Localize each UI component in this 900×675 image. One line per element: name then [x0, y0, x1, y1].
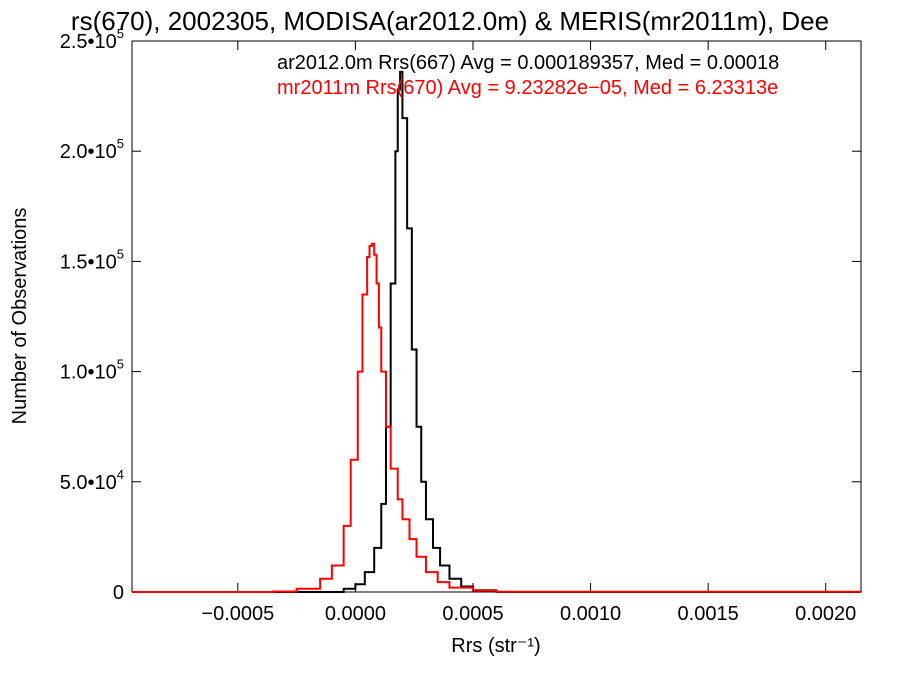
series-line-1 — [132, 242, 862, 593]
y-tick-label: 1.0•105 — [60, 357, 124, 384]
legend-entry-ar2012: ar2012.0m Rrs(667) Avg = 0.000189357, Me… — [277, 52, 779, 74]
y-tick-label: 0 — [113, 582, 124, 604]
x-tick-label: 0.0010 — [560, 603, 621, 625]
y-tick-label: 2.0•105 — [60, 136, 124, 163]
x-tick-label: 0.0005 — [442, 603, 503, 625]
chart-title: rs(670), 2002305, MODISA(ar2012.0m) & ME… — [71, 6, 829, 36]
legend-entry-mr2011: mr2011m Rrs(670) Avg = 9.23282e−05, Med … — [277, 77, 778, 99]
y-axis-ticks: 0 5.0•104 1.0•105 1.5•105 2.0•105 2.5•105 — [60, 26, 861, 604]
x-tick-label: 0.0020 — [795, 603, 856, 625]
x-tick-label: −0.0005 — [201, 603, 274, 625]
plot-frame — [131, 40, 862, 593]
series-group — [132, 70, 862, 593]
x-axis-ticks: −0.0005 0.0000 0.0005 0.0010 0.0015 0.0020 — [201, 41, 856, 625]
y-tick-label: 5.0•104 — [60, 467, 124, 494]
y-axis-label: Number of Observations — [9, 208, 31, 425]
series-line-0 — [132, 70, 861, 593]
y-tick-label: 1.5•105 — [60, 246, 124, 273]
x-axis-label: Rrs (str⁻¹) — [451, 635, 540, 657]
x-tick-label: 0.0000 — [325, 603, 386, 625]
y-tick-label: 2.5•105 — [60, 26, 124, 53]
x-tick-label: 0.0015 — [678, 603, 739, 625]
